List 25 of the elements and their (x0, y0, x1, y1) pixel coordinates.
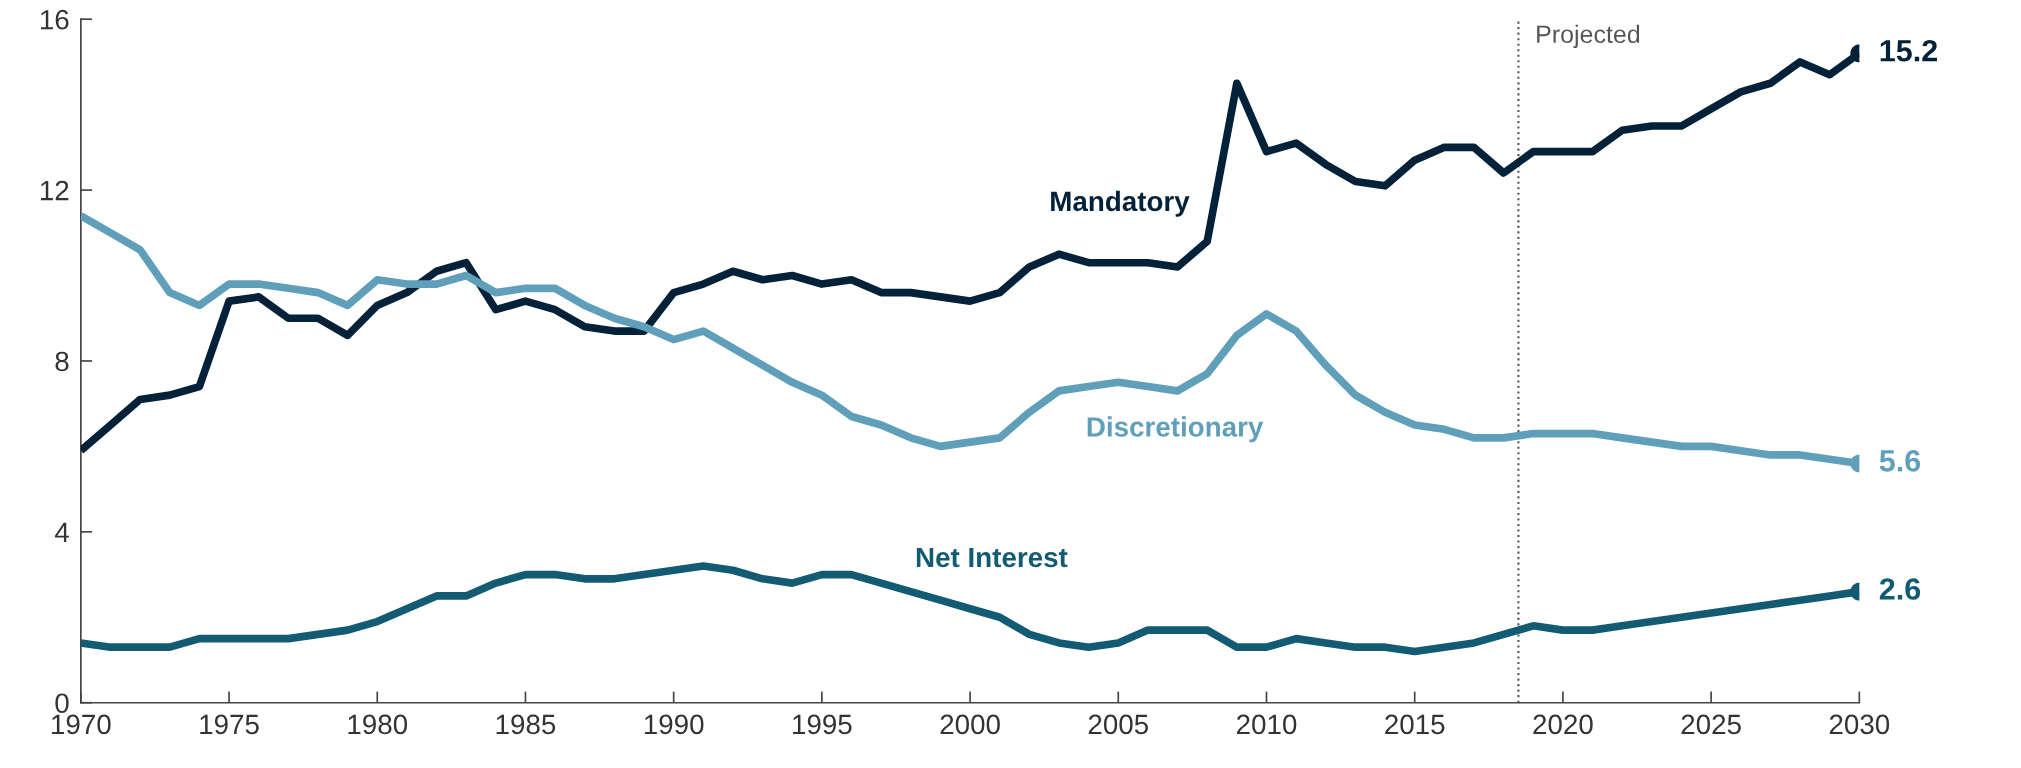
y-tick-label: 0 (55, 693, 69, 714)
x-tick-label: 2010 (1237, 714, 1297, 735)
x-tick-label: 1975 (200, 714, 259, 735)
x-tick-label: 2015 (1385, 714, 1445, 735)
x-tick-label: 1990 (644, 714, 704, 735)
x-tick-label: 1980 (348, 714, 408, 735)
x-tick-label: 2020 (1533, 714, 1593, 735)
x-tick-label: 2025 (1681, 714, 1741, 735)
ref-line-label: Projected (1537, 24, 1640, 49)
data-label: 2.6 (1879, 578, 1921, 600)
data-label: 15.2 (1880, 39, 1938, 62)
x-tick-label: 1970 (52, 714, 111, 735)
series-label: Discretionary (1087, 416, 1264, 443)
series-label: Mandatory (1051, 190, 1190, 217)
x-tick-label: 1985 (496, 714, 556, 735)
y-tick-label: 4 (54, 522, 69, 542)
series-label: Net Interest (916, 547, 1068, 568)
y-tick-label: 12 (40, 180, 69, 201)
x-tick-label: 2030 (1829, 714, 1890, 735)
data-label: 5.6 (1879, 450, 1921, 472)
x-tick-label: 1995 (793, 714, 852, 735)
y-tick-label: 8 (55, 351, 69, 372)
x-tick-label: 2005 (1088, 714, 1149, 735)
y-tick-label: 16 (40, 9, 69, 30)
x-tick-label: 2000 (940, 714, 1000, 735)
